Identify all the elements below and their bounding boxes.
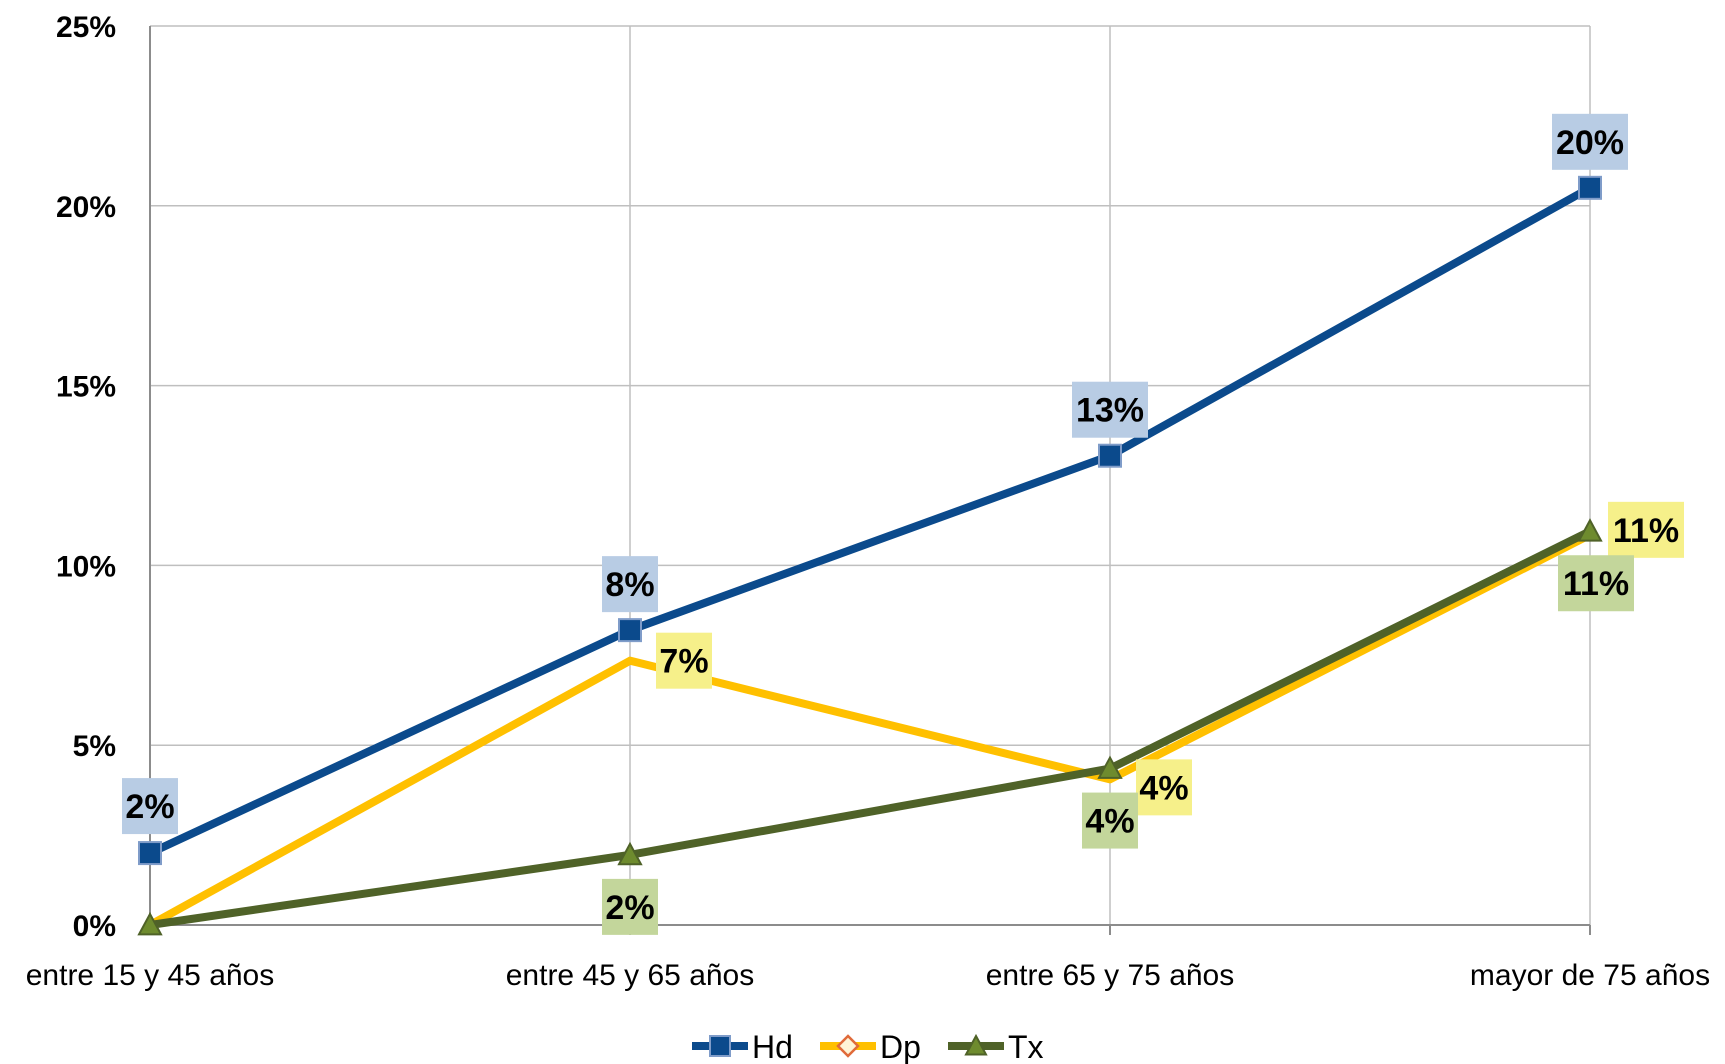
- data-label-background: [1552, 113, 1628, 170]
- legend-item-tx: Tx: [948, 1029, 1044, 1064]
- y-tick-label: 25%: [56, 11, 116, 44]
- series-line-hd: [148, 184, 1592, 857]
- data-label-background: [656, 632, 712, 689]
- marker-triangle: [137, 911, 163, 936]
- data-label-text: 4%: [1139, 769, 1188, 807]
- series-markers: [137, 175, 1603, 936]
- data-label-background: [1082, 792, 1138, 849]
- marker-triangle: [1097, 755, 1123, 779]
- marker-square: [1578, 175, 1602, 200]
- data-label-hd: 8%: [602, 556, 658, 613]
- marker-diamond: [836, 1034, 860, 1058]
- x-tick-label: mayor de 75 años: [1470, 959, 1710, 992]
- data-label-text: 2%: [125, 788, 174, 826]
- legend-item-hd: Hd: [692, 1029, 793, 1064]
- legend-label: Hd: [752, 1029, 793, 1064]
- data-label-hd: 13%: [1072, 381, 1148, 438]
- data-label-background: [1558, 555, 1634, 612]
- marker-triangle: [617, 841, 643, 866]
- data-label-text: 20%: [1556, 124, 1624, 162]
- y-tick-label: 20%: [56, 191, 116, 224]
- data-label-text: 13%: [1076, 392, 1144, 430]
- data-label-tx: 2%: [602, 878, 658, 935]
- y-tick-label: 5%: [73, 730, 116, 763]
- legend: Hd Dp Tx: [692, 1029, 1044, 1064]
- data-label-dp: 7%: [656, 632, 712, 689]
- y-tick-label: 0%: [73, 910, 116, 943]
- series-line-dp: [148, 531, 1592, 929]
- legend-item-dp: Dp: [820, 1029, 921, 1064]
- legend-label: Dp: [880, 1029, 921, 1064]
- series-line-tx: [149, 527, 1592, 929]
- y-tick-label: 15%: [56, 371, 116, 404]
- marker-square: [618, 618, 642, 643]
- data-label-text: 4%: [1085, 803, 1134, 841]
- y-tick-label: 10%: [56, 550, 116, 583]
- data-label-tx: 11%: [1558, 555, 1634, 612]
- marker-triangle: [964, 1033, 988, 1056]
- data-label-dp: 4%: [1136, 759, 1192, 816]
- marker-triangle: [1577, 518, 1603, 542]
- x-tick-label: entre 15 y 45 años: [26, 959, 275, 992]
- data-label-text: 2%: [605, 889, 654, 927]
- x-tick-label: entre 65 y 75 años: [986, 959, 1235, 992]
- data-label-dp: 11%: [1608, 501, 1684, 558]
- data-label-text: 7%: [659, 643, 708, 681]
- data-label-background: [602, 556, 658, 613]
- data-label-background: [1608, 501, 1684, 558]
- data-label-hd: 2%: [122, 778, 178, 835]
- y-axis-ticks: 0% 5% 10% 15% 20% 25%: [56, 11, 116, 943]
- data-label-text: 8%: [605, 566, 654, 604]
- data-label-text: 11%: [1563, 565, 1629, 603]
- gridlines: [149, 25, 1591, 926]
- x-axis-ticks: entre 15 y 45 años entre 45 y 65 años entr…: [26, 925, 1710, 992]
- data-label-tx: 4%: [1082, 792, 1138, 849]
- marker-square: [1098, 443, 1122, 468]
- legend-label: Tx: [1008, 1029, 1044, 1064]
- marker-square: [709, 1035, 731, 1057]
- data-labels: 2% 8% 13% 20% 7% 4% 11% 2% 4% 11%: [122, 113, 1684, 935]
- data-label-background: [602, 878, 658, 935]
- data-label-background: [1072, 381, 1148, 438]
- data-label-background: [1136, 759, 1192, 816]
- series-lines: [148, 184, 1592, 929]
- marker-square: [138, 841, 162, 866]
- data-label-hd: 20%: [1552, 113, 1628, 170]
- data-label-text: 11%: [1613, 512, 1679, 550]
- x-tick-label: entre 45 y 65 años: [506, 959, 755, 992]
- data-label-background: [122, 778, 178, 835]
